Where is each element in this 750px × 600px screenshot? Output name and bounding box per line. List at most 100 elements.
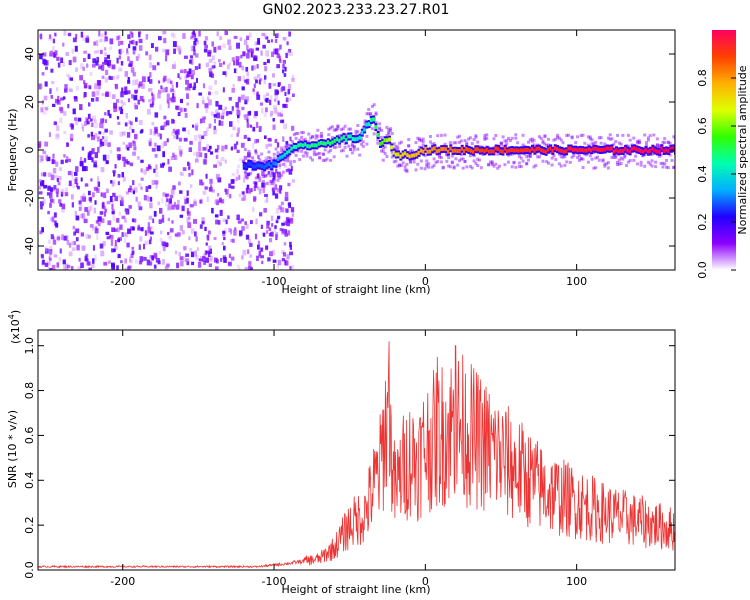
noise-speck [127, 188, 132, 193]
ridge-halo [570, 136, 574, 140]
ridge-halo [556, 135, 560, 139]
noise-speck [178, 50, 181, 55]
noise-speck [278, 205, 282, 210]
ridge-halo [343, 145, 347, 149]
ridge-halo [465, 141, 469, 145]
noise-speck [290, 166, 293, 171]
ridge-halo [665, 158, 668, 162]
ridge-halo [617, 141, 621, 145]
noise-speck [132, 141, 136, 147]
noise-speck [127, 34, 131, 40]
noise-speck [237, 76, 242, 82]
ridge-halo [254, 151, 258, 155]
ridge-halo [352, 145, 356, 149]
noise-speck [219, 197, 222, 203]
ridge-core [433, 146, 437, 151]
noise-speck [253, 83, 256, 88]
noise-speck [281, 250, 285, 254]
noise-speck [98, 219, 102, 224]
noise-speck [50, 68, 54, 73]
noise-speck [263, 112, 267, 117]
noise-speck [134, 105, 138, 110]
noise-speck [84, 255, 88, 262]
noise-speck [238, 158, 243, 162]
noise-speck [261, 170, 265, 176]
ridge-halo [628, 159, 632, 162]
noise-speck [97, 223, 101, 227]
noise-speck [116, 57, 119, 64]
noise-speck [82, 196, 87, 202]
noise-speck [121, 232, 124, 237]
noise-speck [106, 188, 109, 194]
noise-speck [188, 236, 191, 241]
ridge-halo [289, 160, 293, 164]
noise-speck [127, 265, 132, 269]
noise-speck [55, 133, 60, 138]
noise-speck [270, 95, 273, 100]
noise-speck [249, 254, 252, 258]
ridge-halo [445, 152, 449, 156]
ridge-halo [345, 154, 349, 158]
ridge-halo [427, 162, 431, 166]
ridge-core [610, 146, 614, 151]
noise-speck [218, 59, 221, 63]
noise-speck [236, 132, 239, 137]
noise-speck [287, 89, 291, 95]
ridge-core [478, 148, 482, 153]
ridge-halo [330, 136, 334, 140]
noise-speck [94, 228, 99, 234]
noise-speck [165, 201, 168, 206]
ridge-core [474, 147, 478, 152]
noise-speck [140, 159, 144, 163]
ridge-halo [583, 141, 587, 145]
noise-speck [109, 234, 114, 240]
ridge-halo [616, 161, 619, 164]
noise-speck [162, 30, 167, 35]
noise-speck [288, 31, 291, 37]
ridge-halo [655, 143, 659, 147]
noise-speck [118, 154, 121, 160]
noise-speck [240, 218, 244, 222]
noise-speck [221, 145, 225, 152]
noise-speck [40, 172, 44, 177]
noise-speck [218, 162, 223, 167]
noise-speck [236, 107, 240, 112]
ridge-halo [409, 160, 412, 164]
noise-speck [199, 199, 203, 204]
noise-speck [213, 46, 217, 53]
noise-speck [258, 250, 262, 257]
ridge-halo [390, 155, 394, 159]
noise-speck [231, 146, 234, 151]
ridge-halo [655, 137, 659, 141]
noise-speck [167, 231, 170, 235]
noise-speck [163, 75, 167, 82]
noise-speck [269, 99, 272, 106]
ridge-core [624, 146, 628, 151]
colorbar-tick-label: 0.6 [696, 117, 709, 135]
noise-speck [106, 54, 110, 59]
noise-speck [244, 221, 247, 225]
noise-speck [264, 75, 267, 80]
ridge-core [667, 149, 671, 153]
noise-speck [244, 79, 248, 83]
ridge-core [524, 148, 528, 152]
noise-speck [228, 97, 232, 101]
noise-speck [58, 199, 62, 204]
noise-speck [203, 261, 206, 265]
ridge-halo [276, 178, 280, 182]
ridge-core [465, 146, 469, 151]
noise-speck [104, 36, 108, 41]
noise-speck [222, 61, 225, 65]
noise-speck [78, 206, 82, 211]
noise-speck [267, 171, 271, 175]
noise-speck [176, 232, 181, 237]
noise-speck [170, 32, 174, 37]
ridge-halo [617, 162, 621, 166]
noise-speck [73, 231, 76, 236]
ridge-halo [448, 141, 452, 145]
noise-speck [79, 205, 83, 210]
noise-speck [141, 83, 145, 89]
ridge-core [644, 147, 648, 152]
noise-speck [235, 59, 239, 66]
noise-speck [104, 128, 108, 133]
